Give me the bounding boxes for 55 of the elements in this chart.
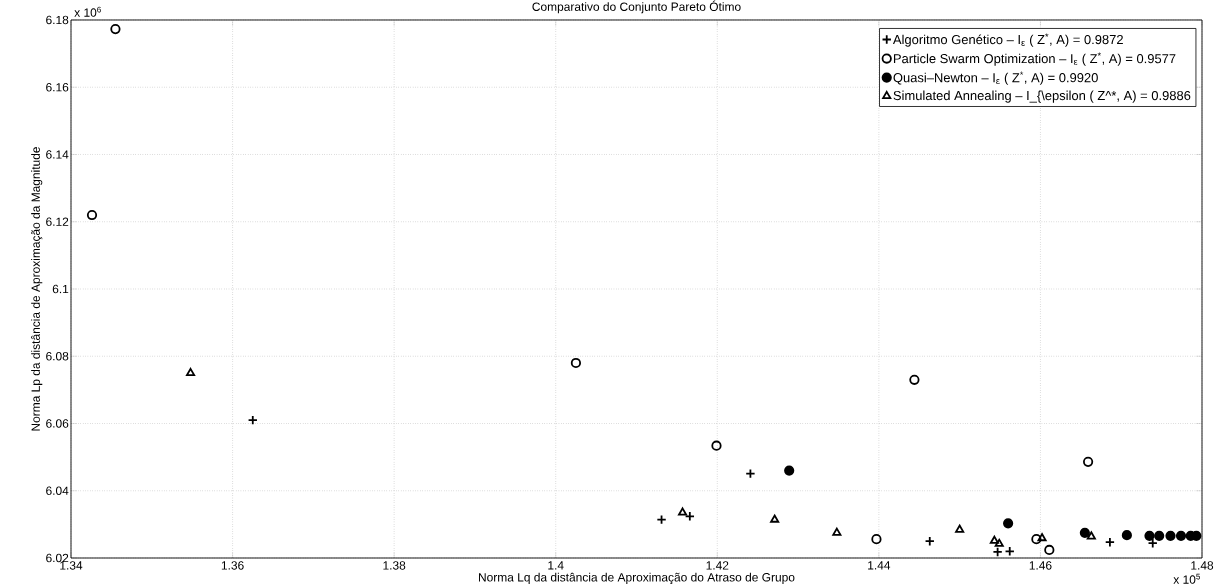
y-axis-title: Norma Lp da distância de Aproximação da Magnitude (31, 147, 43, 431)
y-tick-label: 6.1 (52, 284, 69, 294)
y-tick-label: 6.08 (46, 352, 69, 361)
point (992, 546, 1003, 558)
point (684, 511, 695, 522)
x-tick-label: 1.34 (60, 561, 83, 570)
x-axis-title: Norma Lq da distância de Aproximação do Atraso de Grupo (478, 572, 795, 584)
point (784, 465, 795, 476)
point (1037, 533, 1047, 542)
point (186, 367, 196, 377)
point (955, 524, 965, 533)
x-tick-label: 1.4 (548, 561, 564, 570)
point (994, 538, 1004, 547)
point (110, 23, 121, 35)
point (1083, 456, 1094, 467)
point (86, 209, 98, 221)
point (909, 374, 920, 385)
point (570, 357, 582, 369)
y-tick-label: 6.02 (46, 553, 69, 563)
text: x 10$^{5}$ (1173, 573, 1200, 584)
x-tick-label: 1.42 (706, 561, 729, 570)
y-tick-label: 6.18 (46, 15, 69, 25)
x-tick-label: 1.44 (868, 561, 891, 570)
point (1031, 534, 1042, 545)
point (1144, 530, 1155, 541)
legend-label: Algoritmo Genético – I$_{ε}$ ( Z$^{*}$, A) = 0.9872 (892, 33, 1123, 47)
point (1165, 530, 1176, 541)
point (1044, 544, 1055, 556)
y-tick-label: 6.06 (46, 419, 69, 428)
chart-title: Comparativo do Conjunto Pareto Ótimo (532, 0, 741, 14)
point (1003, 518, 1014, 529)
y-tick-label: 6.14 (46, 150, 69, 159)
point (1121, 530, 1132, 541)
point (1175, 530, 1187, 541)
x-tick-label: 1.38 (383, 561, 406, 570)
point (989, 535, 999, 544)
point (770, 514, 780, 523)
point (711, 440, 722, 451)
point (1086, 531, 1096, 540)
legend-label: Simulated Annealing – I_{\epsilon ( Z^*, A) = 0.9886 (893, 90, 1191, 103)
x-tick-label: 1.48 (1191, 561, 1214, 570)
x-tick-label: 1.36 (221, 561, 244, 570)
text: x 10$^{6}$ (74, 6, 101, 17)
point (1154, 530, 1165, 541)
point (1079, 527, 1090, 538)
point (678, 507, 688, 516)
x-tick-label: 1.46 (1029, 561, 1052, 570)
y-tick-label: 6.12 (46, 217, 69, 226)
legend-label: Quasi–Newton – I$_{ε}$ ( Z$^{*}$, A) = 0.9920 (893, 71, 1098, 85)
point (832, 527, 842, 536)
y-tick-label: 6.04 (46, 486, 69, 495)
legend-label: Particle Swarm Optimization – I$_{ε}$ ( Z$^{*}$, A) = 0.9577 (893, 52, 1176, 66)
y-tick-label: 6.16 (46, 83, 69, 92)
point (1004, 546, 1015, 557)
point (871, 534, 882, 545)
